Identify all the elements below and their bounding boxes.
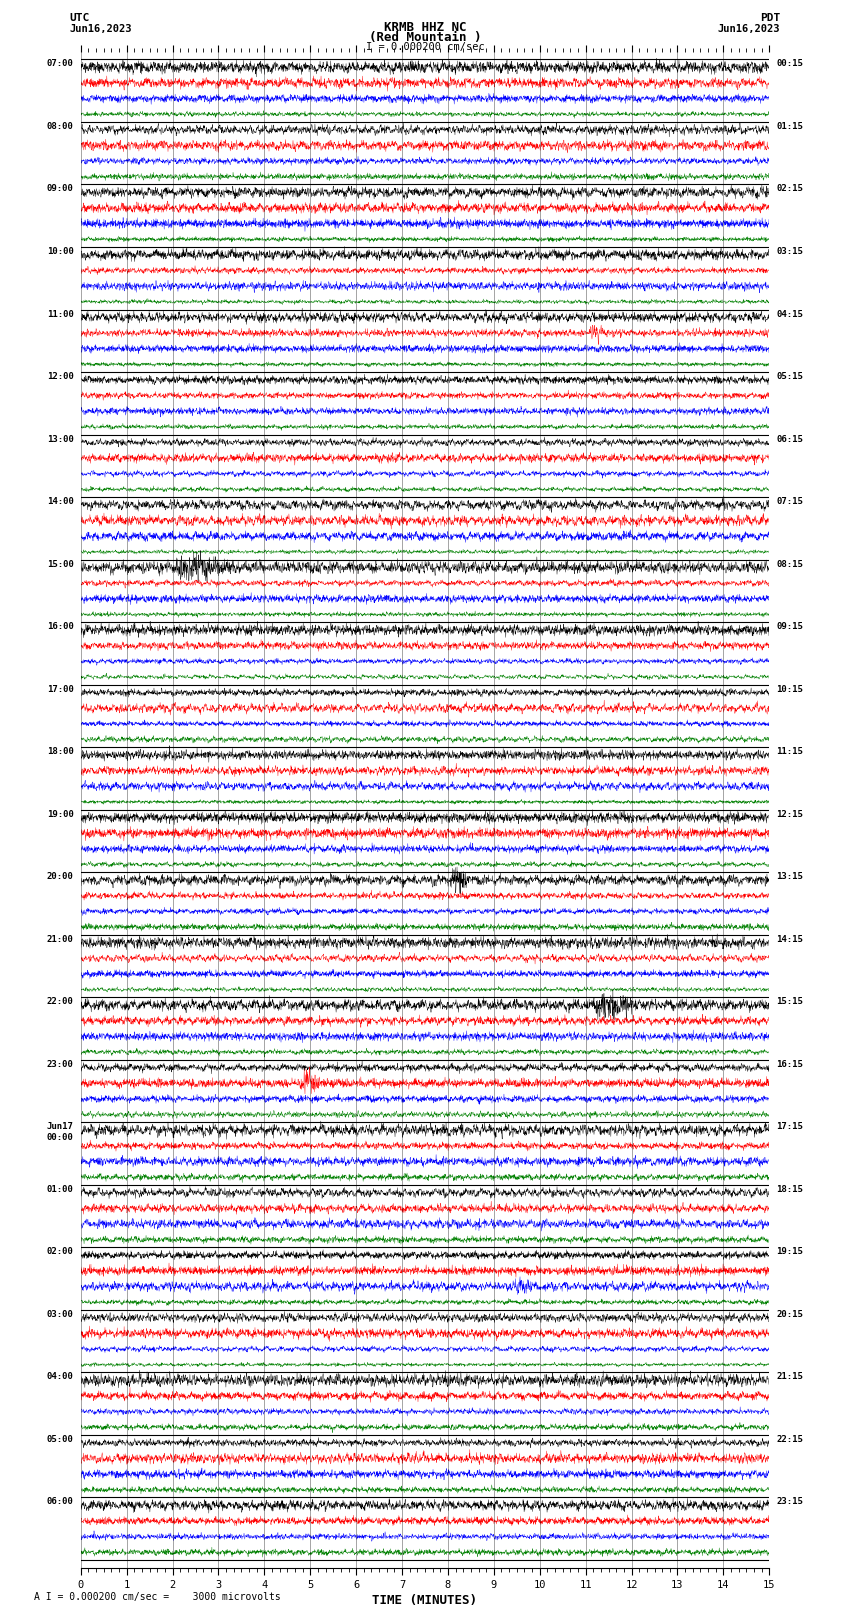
Text: 08:15: 08:15: [776, 560, 803, 569]
Text: 21:00: 21:00: [47, 936, 74, 944]
Text: 03:15: 03:15: [776, 247, 803, 256]
Text: 19:15: 19:15: [776, 1247, 803, 1257]
Text: KRMB HHZ NC: KRMB HHZ NC: [383, 21, 467, 34]
Text: 06:00: 06:00: [47, 1497, 74, 1507]
Text: 15:15: 15:15: [776, 997, 803, 1007]
Text: 11:00: 11:00: [47, 310, 74, 318]
Text: 13:15: 13:15: [776, 873, 803, 881]
X-axis label: TIME (MINUTES): TIME (MINUTES): [372, 1594, 478, 1607]
Text: 21:15: 21:15: [776, 1373, 803, 1381]
Text: 17:00: 17:00: [47, 684, 74, 694]
Text: 02:15: 02:15: [776, 184, 803, 194]
Text: Jun16,2023: Jun16,2023: [70, 24, 133, 34]
Text: 02:00: 02:00: [47, 1247, 74, 1257]
Text: PDT: PDT: [760, 13, 780, 23]
Text: 12:15: 12:15: [776, 810, 803, 819]
Text: 13:00: 13:00: [47, 434, 74, 444]
Text: A I = 0.000200 cm/sec =    3000 microvolts: A I = 0.000200 cm/sec = 3000 microvolts: [34, 1592, 280, 1602]
Text: 16:00: 16:00: [47, 623, 74, 631]
Text: 04:15: 04:15: [776, 310, 803, 318]
Text: 00:15: 00:15: [776, 60, 803, 68]
Text: 11:15: 11:15: [776, 747, 803, 756]
Text: 01:00: 01:00: [47, 1186, 74, 1194]
Text: 18:15: 18:15: [776, 1186, 803, 1194]
Text: 18:00: 18:00: [47, 747, 74, 756]
Text: (Red Mountain ): (Red Mountain ): [369, 31, 481, 44]
Text: 22:15: 22:15: [776, 1436, 803, 1444]
Text: 07:15: 07:15: [776, 497, 803, 506]
Text: 03:00: 03:00: [47, 1310, 74, 1319]
Text: 05:00: 05:00: [47, 1436, 74, 1444]
Text: 07:00: 07:00: [47, 60, 74, 68]
Text: 10:00: 10:00: [47, 247, 74, 256]
Text: 09:00: 09:00: [47, 184, 74, 194]
Text: 22:00: 22:00: [47, 997, 74, 1007]
Text: 16:15: 16:15: [776, 1060, 803, 1069]
Text: 14:00: 14:00: [47, 497, 74, 506]
Text: 20:15: 20:15: [776, 1310, 803, 1319]
Text: UTC: UTC: [70, 13, 90, 23]
Text: 01:15: 01:15: [776, 123, 803, 131]
Text: 15:00: 15:00: [47, 560, 74, 569]
Text: 08:00: 08:00: [47, 123, 74, 131]
Text: 14:15: 14:15: [776, 936, 803, 944]
Text: 05:15: 05:15: [776, 373, 803, 381]
Text: Jun17
00:00: Jun17 00:00: [47, 1123, 74, 1142]
Text: 09:15: 09:15: [776, 623, 803, 631]
Text: 10:15: 10:15: [776, 684, 803, 694]
Text: 06:15: 06:15: [776, 434, 803, 444]
Text: I = 0.000200 cm/sec: I = 0.000200 cm/sec: [366, 42, 484, 52]
Text: 17:15: 17:15: [776, 1123, 803, 1131]
Text: 12:00: 12:00: [47, 373, 74, 381]
Text: 04:00: 04:00: [47, 1373, 74, 1381]
Text: 20:00: 20:00: [47, 873, 74, 881]
Text: Jun16,2023: Jun16,2023: [717, 24, 780, 34]
Text: 23:15: 23:15: [776, 1497, 803, 1507]
Text: 23:00: 23:00: [47, 1060, 74, 1069]
Text: 19:00: 19:00: [47, 810, 74, 819]
